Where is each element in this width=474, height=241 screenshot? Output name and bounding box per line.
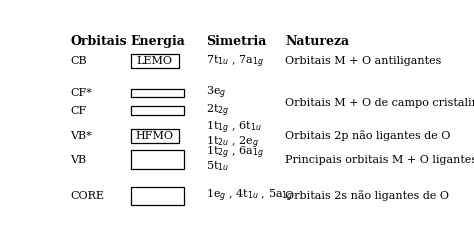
FancyBboxPatch shape — [131, 106, 184, 115]
FancyBboxPatch shape — [131, 150, 184, 169]
Text: Orbitais M + O de campo cristalino: Orbitais M + O de campo cristalino — [285, 98, 474, 108]
Text: LEMO: LEMO — [137, 56, 173, 66]
FancyBboxPatch shape — [131, 89, 184, 97]
Text: CB: CB — [70, 56, 87, 66]
Text: 3e$_g$: 3e$_g$ — [206, 85, 227, 101]
FancyBboxPatch shape — [131, 187, 184, 205]
Text: Orbitais 2s não ligantes de O: Orbitais 2s não ligantes de O — [285, 191, 449, 201]
Text: 1e$_g$ , 4t$_{1u}$ , 5a$_{1g}$: 1e$_g$ , 4t$_{1u}$ , 5a$_{1g}$ — [206, 188, 294, 204]
Text: 2t$_{2g}$: 2t$_{2g}$ — [206, 102, 229, 119]
Text: CF*: CF* — [70, 88, 92, 98]
Text: Orbitais M + O antiligantes: Orbitais M + O antiligantes — [285, 56, 442, 66]
Text: Principais orbitais M + O ligantes: Principais orbitais M + O ligantes — [285, 155, 474, 165]
Text: 1t$_{2u}$ , 2e$_g$: 1t$_{2u}$ , 2e$_g$ — [206, 135, 259, 151]
Text: CF: CF — [70, 107, 87, 116]
Text: Energia: Energia — [131, 35, 186, 48]
Text: Simetria: Simetria — [206, 35, 266, 48]
Text: 7t$_{1u}$ , 7a$_{1g}$: 7t$_{1u}$ , 7a$_{1g}$ — [206, 53, 264, 70]
FancyBboxPatch shape — [131, 129, 179, 143]
Text: 1t$_{2g}$ , 6a$_{1g}$: 1t$_{2g}$ , 6a$_{1g}$ — [206, 144, 264, 161]
Text: VB*: VB* — [70, 131, 92, 141]
Text: Natureza: Natureza — [285, 35, 349, 48]
Text: CORE: CORE — [70, 191, 104, 201]
Text: 1t$_{1g}$ , 6t$_{1u}$: 1t$_{1g}$ , 6t$_{1u}$ — [206, 120, 262, 136]
Text: Orbitais 2p não ligantes de O: Orbitais 2p não ligantes de O — [285, 130, 451, 141]
Text: HFMO: HFMO — [136, 131, 174, 141]
Text: VB: VB — [70, 155, 86, 165]
FancyBboxPatch shape — [131, 54, 179, 68]
Text: Orbitais: Orbitais — [70, 35, 127, 48]
Text: 5t$_{1u}$: 5t$_{1u}$ — [206, 159, 229, 173]
